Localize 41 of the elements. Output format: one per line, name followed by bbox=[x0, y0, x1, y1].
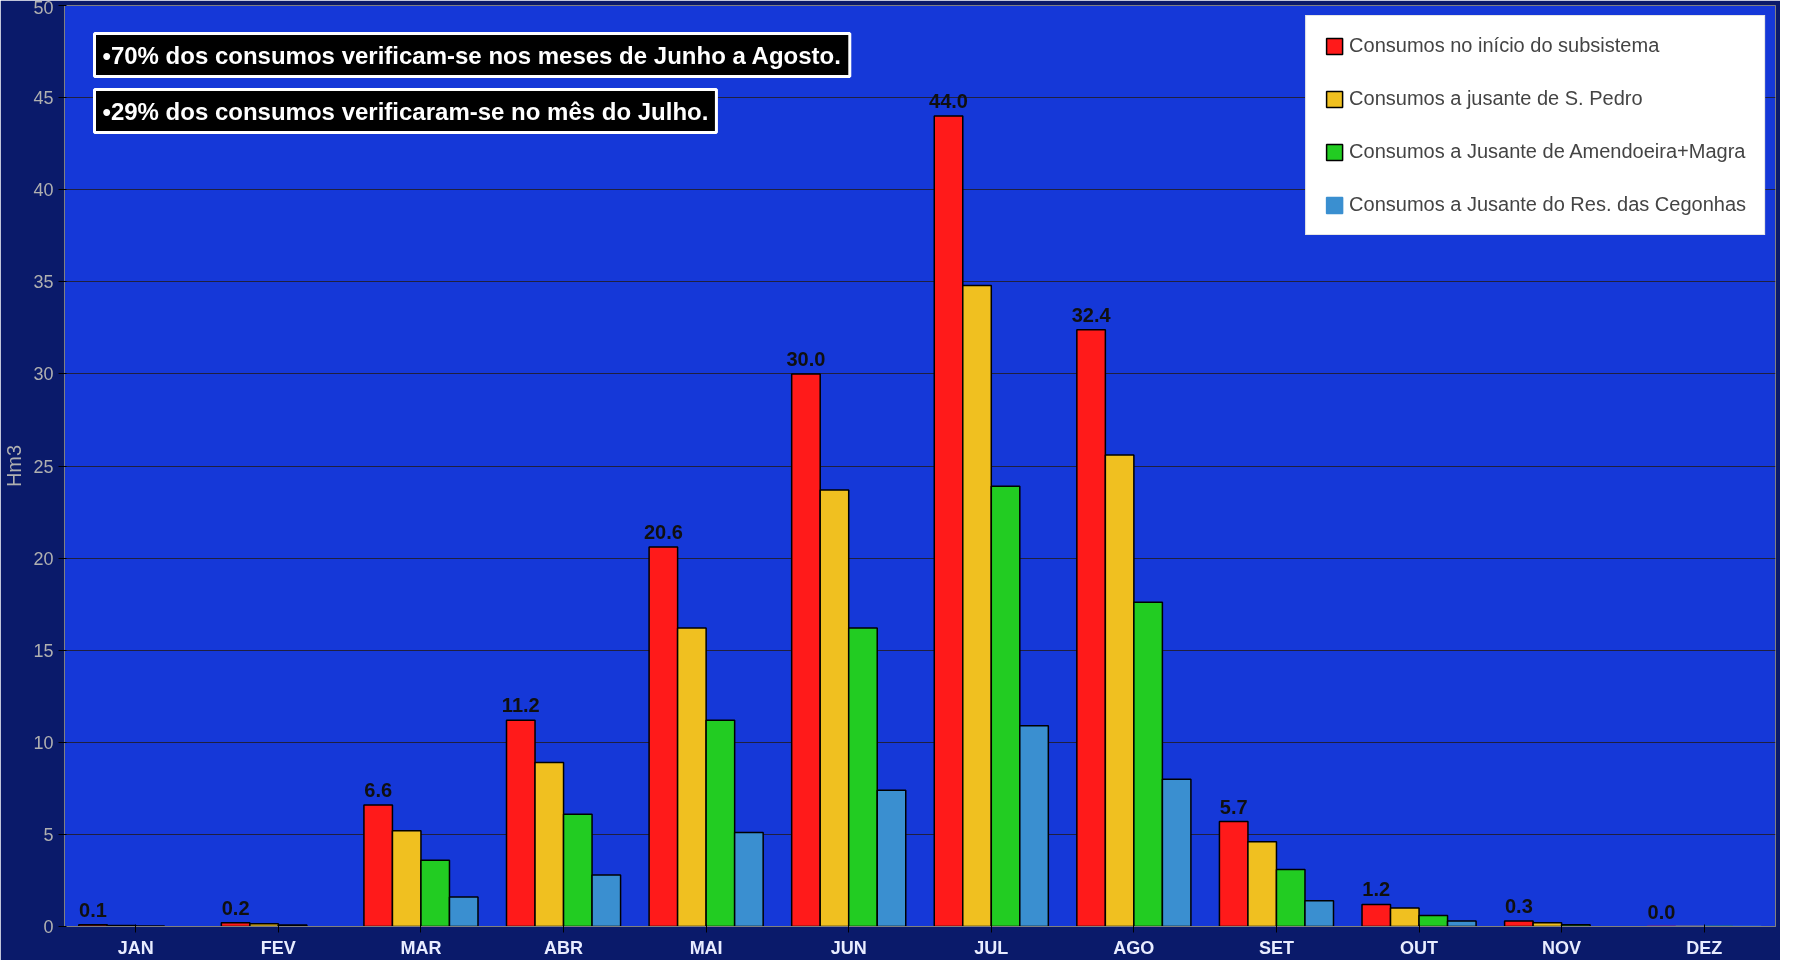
y-axis-title: Hm3 bbox=[3, 444, 26, 488]
y-tick-label: 0 bbox=[43, 917, 54, 937]
x-tick-label: DEZ bbox=[1686, 937, 1723, 958]
y-tick-label: 50 bbox=[33, 0, 54, 18]
x-tick-label: NOV bbox=[1542, 937, 1582, 958]
x-tick-label: MAR bbox=[400, 937, 442, 958]
data-label: 0.3 bbox=[1504, 894, 1533, 917]
data-label: 6.6 bbox=[364, 778, 393, 801]
legend-label: Consumos a jusante de S. Pedro bbox=[1349, 87, 1643, 110]
data-label: 1.2 bbox=[1362, 878, 1391, 901]
data-label: 32.4 bbox=[1071, 303, 1112, 326]
annotation: •29% dos consumos verificaram-se no mês do Julho. bbox=[102, 97, 709, 125]
x-tick-label: MAI bbox=[689, 937, 723, 958]
y-tick-label: 15 bbox=[33, 640, 54, 661]
data-label: 11.2 bbox=[501, 694, 540, 717]
y-tick-label: 5 bbox=[43, 824, 54, 845]
data-label: 20.6 bbox=[643, 521, 683, 544]
y-tick-label: 40 bbox=[33, 180, 54, 201]
legend-label: Consumos no início do subsistema bbox=[1349, 34, 1660, 57]
legend-label: Consumos a Jusante de Amendoeira+Magra bbox=[1349, 140, 1746, 163]
y-tick-label: 20 bbox=[33, 548, 54, 569]
x-tick-label: ABR bbox=[544, 937, 584, 958]
y-tick-label: 10 bbox=[33, 732, 54, 753]
x-tick-label: JUL bbox=[974, 937, 1009, 958]
data-label: 0.2 bbox=[221, 896, 250, 919]
x-tick-label: JUN bbox=[830, 937, 867, 958]
data-label: 5.7 bbox=[1219, 795, 1248, 818]
y-tick-label: 30 bbox=[33, 364, 54, 385]
data-label: 0.1 bbox=[79, 898, 107, 921]
data-label: 0.0 bbox=[1647, 900, 1676, 923]
x-tick-label: AGO bbox=[1113, 937, 1155, 958]
y-tick-label: 25 bbox=[33, 456, 54, 477]
annotation: •70% dos consumos verificam-se nos meses de Junho a Agosto. bbox=[102, 41, 841, 69]
x-tick-label: OUT bbox=[1400, 937, 1439, 958]
y-tick-label: 45 bbox=[33, 88, 54, 109]
x-tick-label: FEV bbox=[260, 937, 296, 958]
x-tick-label: SET bbox=[1258, 937, 1294, 958]
data-label: 30.0 bbox=[786, 347, 826, 370]
y-tick-label: 35 bbox=[33, 272, 54, 293]
legend-label: Consumos a Jusante do Res. das Cegonhas bbox=[1349, 193, 1746, 216]
x-tick-label: JAN bbox=[117, 937, 154, 958]
